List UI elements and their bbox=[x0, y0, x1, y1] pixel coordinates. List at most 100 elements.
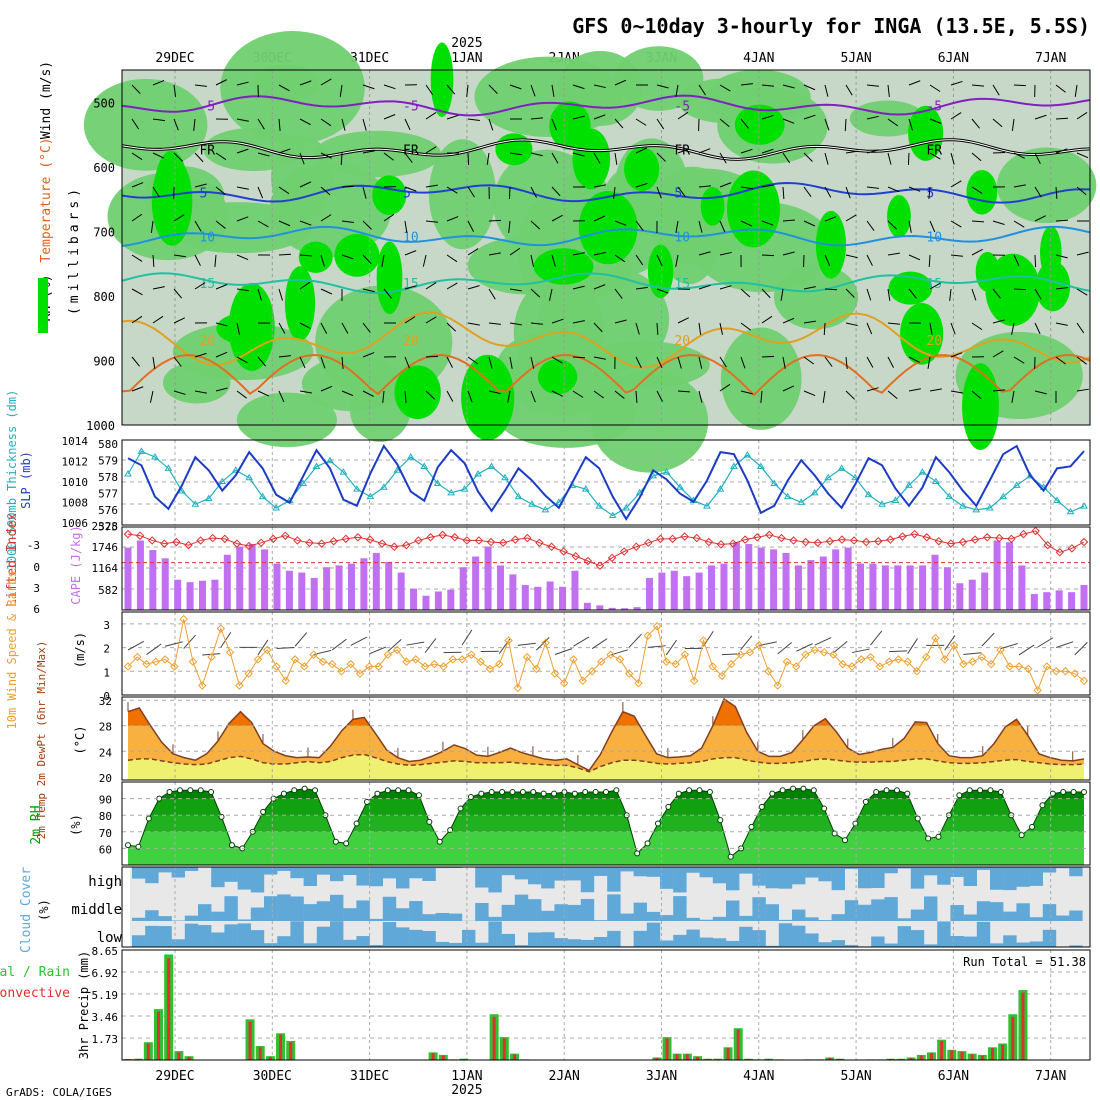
wind-barb bbox=[845, 288, 855, 298]
wind-speed-point bbox=[123, 662, 133, 671]
precip-convective-bar bbox=[258, 1047, 262, 1060]
lifted-cape-panel: -3 0 3 6 2328 1746 1164 582 Lifted Index CAPE (J/… bbox=[5, 513, 1091, 616]
cloud-cover-bar bbox=[910, 930, 925, 947]
thickness-point bbox=[312, 462, 321, 469]
wind-barb bbox=[507, 390, 511, 403]
wind-speed-point bbox=[1024, 664, 1033, 674]
wind-barb bbox=[276, 646, 295, 650]
wind-barb bbox=[572, 152, 585, 157]
thickness-point bbox=[932, 477, 940, 485]
cloud-cover-bar bbox=[264, 896, 278, 921]
cape-bar bbox=[149, 550, 157, 610]
wind-speed-point bbox=[448, 655, 458, 664]
panel-frame bbox=[121, 866, 1091, 948]
wind-barb bbox=[215, 284, 228, 290]
wind-barb bbox=[425, 184, 438, 188]
wind-barb bbox=[992, 319, 1005, 324]
wind-barb bbox=[698, 356, 703, 369]
thickness-point bbox=[487, 462, 496, 469]
lifted-index-point bbox=[958, 537, 968, 547]
wind-barb bbox=[908, 356, 920, 363]
wind-barb bbox=[149, 390, 154, 403]
wind-barb bbox=[1055, 186, 1058, 200]
cloud-cover-bar bbox=[884, 897, 898, 921]
thickness-point bbox=[918, 468, 927, 475]
rh2m-point bbox=[374, 790, 381, 797]
lifted-index-point bbox=[1043, 540, 1052, 550]
cloud-cover-bar bbox=[1029, 941, 1043, 947]
cloud-cover-bar bbox=[792, 909, 806, 921]
cloud-cover-bar bbox=[132, 935, 146, 947]
cloud-cover-bar bbox=[528, 899, 542, 921]
wind-speed-point bbox=[504, 636, 513, 645]
wind-barb bbox=[866, 288, 872, 301]
wind-barb bbox=[677, 186, 686, 197]
wind-speed-point bbox=[977, 652, 987, 662]
wind-barb bbox=[823, 322, 826, 336]
wind-barb bbox=[887, 322, 900, 325]
wind-barb bbox=[152, 356, 156, 369]
cloud-cover-bar bbox=[726, 940, 740, 947]
wind-barb bbox=[907, 152, 910, 166]
wind-barb bbox=[950, 390, 963, 394]
rh2m-tick-label: 90 bbox=[99, 794, 112, 807]
lifted-index-point bbox=[946, 539, 956, 548]
cloud-cover-bar bbox=[686, 867, 700, 873]
cloud-axis-label: Cloud Cover bbox=[19, 867, 34, 953]
rh-region bbox=[474, 56, 622, 137]
cape-bar bbox=[832, 549, 840, 610]
wind-speed-point bbox=[160, 655, 170, 664]
rh2m-tick-label: 80 bbox=[99, 810, 112, 823]
wind-barb bbox=[698, 284, 711, 290]
wind-barb bbox=[131, 356, 140, 367]
thickness-point bbox=[730, 462, 738, 469]
wind-speed-point bbox=[754, 640, 764, 650]
panel-frame bbox=[121, 781, 1091, 866]
wind-barb bbox=[467, 186, 475, 198]
wind-speed-point bbox=[662, 657, 671, 667]
precip-convective-bar bbox=[696, 1056, 700, 1060]
wind-speed-point bbox=[903, 657, 912, 667]
wind-barb bbox=[628, 633, 642, 648]
wind-barb bbox=[656, 390, 663, 402]
isotherm-label: 20 bbox=[403, 334, 419, 349]
cape-bar bbox=[906, 565, 914, 610]
rh2m-point bbox=[925, 835, 932, 842]
wind-barb bbox=[299, 356, 306, 369]
top-date-label: 7JAN bbox=[1035, 51, 1066, 66]
wind-barb bbox=[551, 214, 563, 222]
wind-barb bbox=[320, 254, 325, 267]
panel-frame bbox=[121, 611, 1091, 696]
cloud-cover-bar bbox=[541, 910, 555, 921]
wind-barb bbox=[887, 356, 894, 368]
wind-speed-point bbox=[764, 667, 773, 676]
wind-barb bbox=[887, 118, 899, 127]
cloud-cover-bar bbox=[224, 924, 238, 947]
cloud-cover-bar bbox=[501, 933, 515, 947]
bottom-date-label: 3JAN bbox=[646, 1069, 677, 1084]
credit-label: GrADS: COLA/IGES bbox=[6, 1086, 112, 1099]
wind-barb bbox=[404, 356, 410, 369]
lifted-index-point bbox=[680, 532, 689, 541]
rh-legend-swatch bbox=[38, 278, 48, 333]
precip-convective-bar bbox=[655, 1057, 659, 1060]
rh2m-units-label: (%) bbox=[69, 814, 83, 836]
rh2m-point bbox=[353, 820, 360, 827]
wind-barb bbox=[530, 322, 543, 325]
wind-barb bbox=[278, 355, 291, 358]
cloud-cover-bar bbox=[1042, 867, 1057, 873]
panel-frame bbox=[121, 526, 1091, 611]
rh2m-point bbox=[800, 785, 807, 792]
cloud-cover-bar bbox=[805, 867, 819, 878]
wind-barb bbox=[257, 356, 267, 367]
wind-barb bbox=[908, 388, 921, 392]
dewpoint-line bbox=[127, 753, 1085, 773]
rh-region bbox=[236, 392, 337, 448]
wind-barb bbox=[257, 390, 270, 397]
wind-barb bbox=[928, 186, 931, 199]
cloud-cover-bar bbox=[158, 926, 172, 947]
precip-convective-bar bbox=[289, 1042, 293, 1060]
lifted-index-point bbox=[450, 533, 459, 542]
wind-speed-point bbox=[689, 676, 699, 686]
precip-axis-label: 3hr Precip (mm) bbox=[77, 951, 91, 1059]
